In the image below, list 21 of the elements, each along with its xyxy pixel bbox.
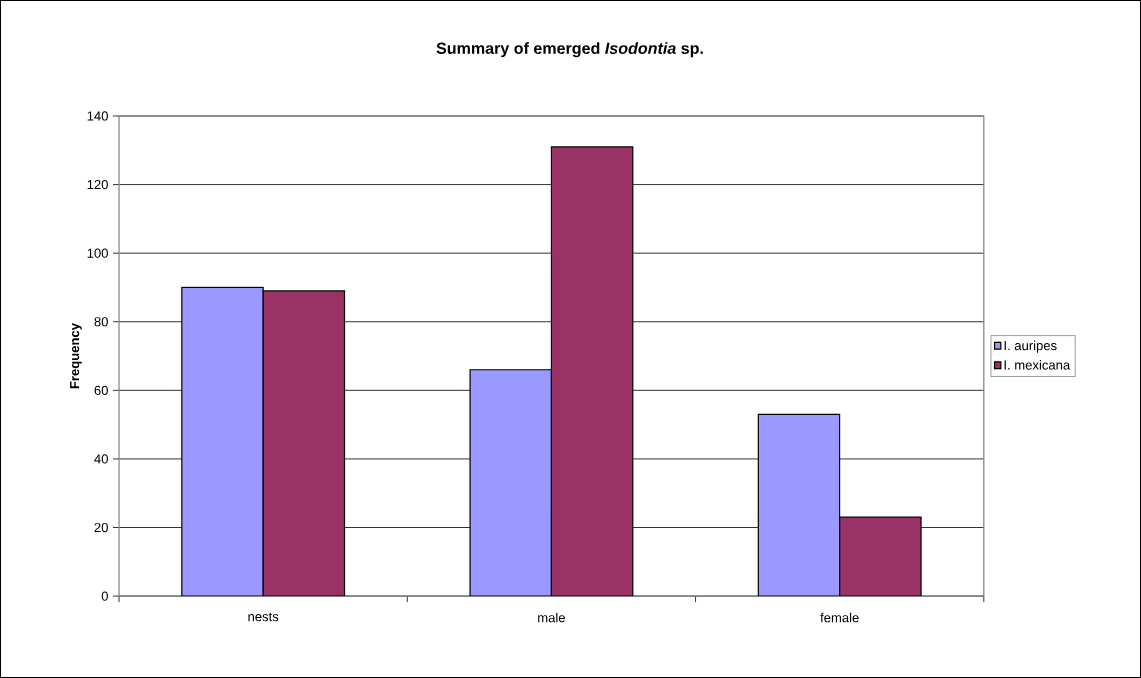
bar <box>469 369 553 597</box>
y-tick-label: 120 <box>87 179 108 190</box>
y-tick-label: 0 <box>101 591 108 601</box>
legend-label: I. auripes <box>1004 340 1057 353</box>
y-tick-label: 140 <box>87 111 108 121</box>
bar <box>181 286 264 597</box>
bar <box>262 290 346 597</box>
x-tick-label: female <box>820 612 859 623</box>
y-tick-label: 60 <box>94 385 108 395</box>
bar <box>839 516 922 597</box>
y-tick-label: 100 <box>87 248 108 258</box>
bar <box>757 413 841 597</box>
y-axis-title: Frequency <box>70 323 82 389</box>
chart-title: Summary of emerged Isodontia sp. <box>436 42 703 58</box>
y-tick-label: 20 <box>94 522 108 533</box>
legend-label: I. mexicana <box>1004 360 1071 370</box>
x-tick-label: nests <box>248 612 279 622</box>
y-tick-label: 80 <box>94 317 108 327</box>
bar <box>550 146 634 597</box>
x-tick-label: male <box>538 612 565 623</box>
y-tick-label: 40 <box>94 454 108 464</box>
